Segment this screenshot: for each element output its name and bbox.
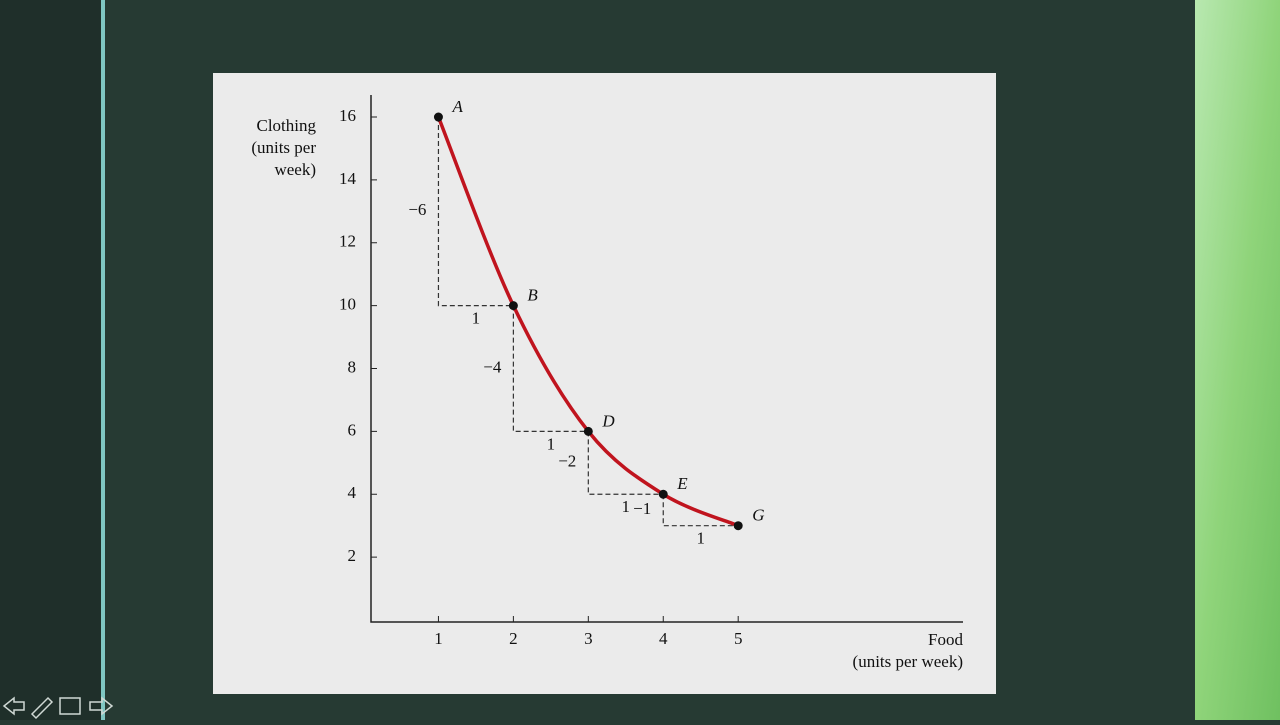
step-run-label: 1 <box>472 309 481 328</box>
step-drop-label: −1 <box>633 499 651 518</box>
menu-button[interactable] <box>59 697 81 715</box>
point <box>733 521 743 531</box>
step-guide <box>437 117 514 307</box>
x-tick-label: 3 <box>584 629 593 648</box>
y-tick-label: 2 <box>348 546 357 565</box>
step-guide <box>512 305 589 432</box>
point <box>658 489 668 499</box>
point <box>433 112 443 122</box>
point <box>508 301 518 311</box>
nav-icons[interactable] <box>2 696 114 720</box>
x-tick-label: 2 <box>509 629 518 648</box>
point-label: A <box>451 97 463 116</box>
y-tick-label: 16 <box>339 106 356 125</box>
right-strip <box>1195 0 1280 720</box>
y-tick-label: 6 <box>348 420 357 439</box>
step-guide <box>587 431 664 495</box>
point-label: D <box>601 411 615 430</box>
step-drop-label: −2 <box>558 452 576 471</box>
point-label: G <box>752 506 764 525</box>
left-strip <box>0 0 103 720</box>
prev-button[interactable] <box>2 696 25 716</box>
axes <box>370 95 963 623</box>
x-tick-label: 5 <box>734 629 743 648</box>
step-drop-label: −4 <box>483 357 502 376</box>
x-axis-label: (units per week) <box>853 652 963 671</box>
y-tick-label: 14 <box>339 169 357 188</box>
y-tick-label: 8 <box>348 357 357 376</box>
x-axis-label: Food <box>928 630 963 649</box>
left-accent <box>101 0 105 720</box>
y-axis-label: Clothing <box>256 116 316 135</box>
x-tick-label: 1 <box>434 629 443 648</box>
x-tick-label: 4 <box>659 629 668 648</box>
next-button[interactable] <box>89 696 114 716</box>
pen-button[interactable] <box>30 696 54 720</box>
y-axis-label: week) <box>274 160 316 179</box>
step-drop-label: −6 <box>408 200 426 219</box>
step-guide <box>662 494 739 527</box>
step-run-label: 1 <box>547 434 556 453</box>
step-run-label: 1 <box>622 497 631 516</box>
chart-panel <box>213 73 996 694</box>
point-label: E <box>676 474 688 493</box>
y-tick-label: 10 <box>339 295 356 314</box>
y-axis-label: (units per <box>251 138 316 157</box>
y-tick-label: 12 <box>339 232 356 251</box>
point <box>583 426 593 436</box>
step-run-label: 1 <box>696 529 705 548</box>
y-tick-label: 4 <box>348 483 357 502</box>
curve <box>436 116 739 528</box>
point-label: B <box>527 286 538 305</box>
